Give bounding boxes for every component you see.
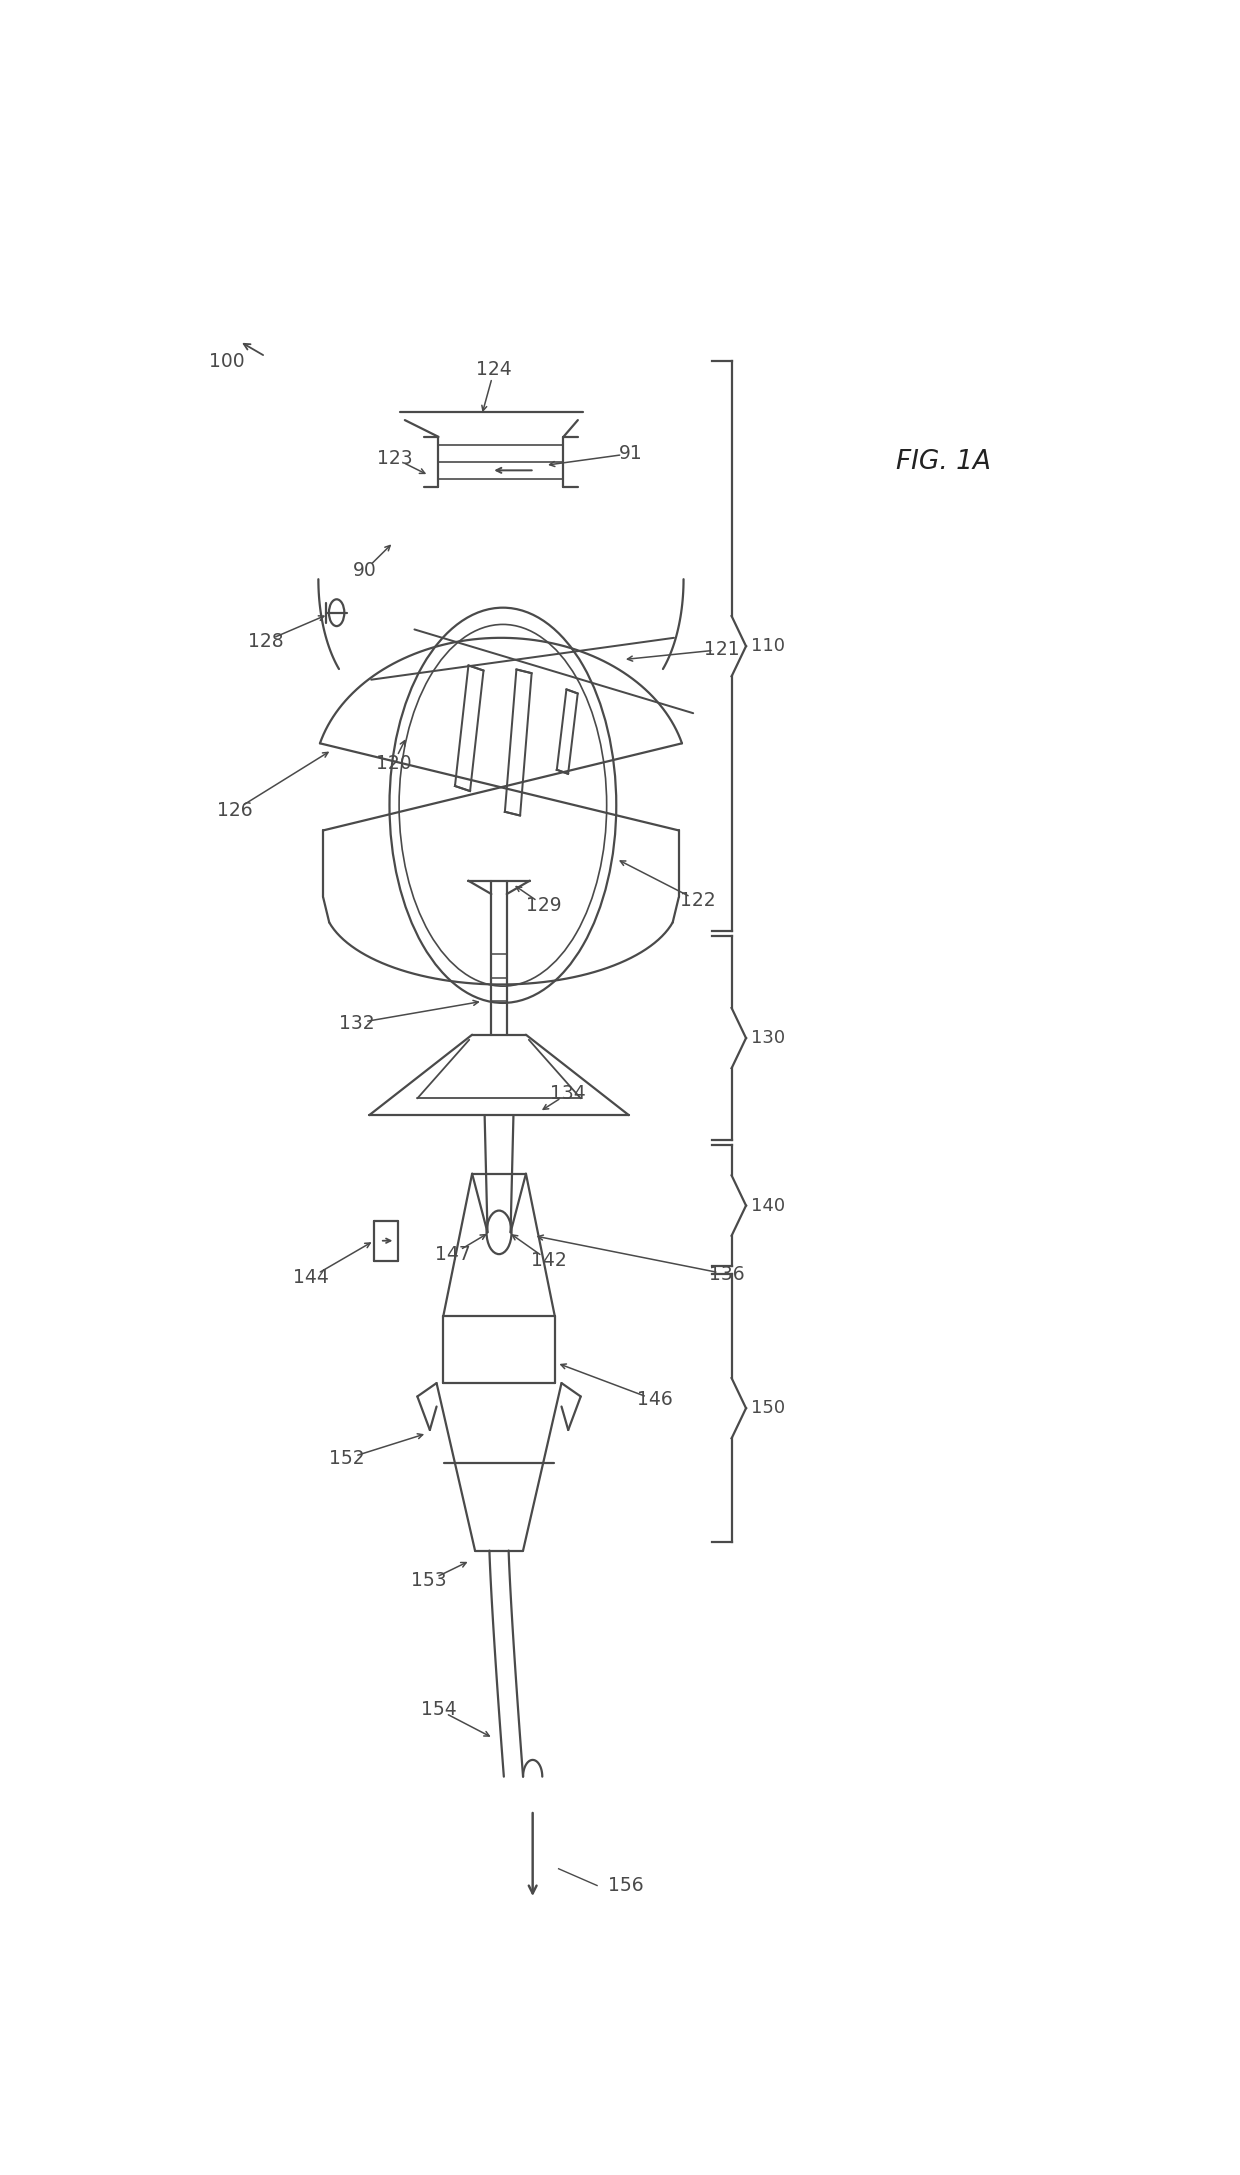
Text: 147: 147	[435, 1244, 471, 1264]
Text: 153: 153	[412, 1570, 446, 1590]
Text: 122: 122	[681, 892, 715, 911]
Text: 146: 146	[637, 1390, 672, 1409]
Text: 90: 90	[352, 561, 377, 581]
Text: 126: 126	[217, 800, 253, 820]
Text: 144: 144	[293, 1268, 329, 1288]
Text: 123: 123	[377, 448, 413, 468]
Text: 136: 136	[709, 1264, 744, 1283]
Text: 130: 130	[751, 1029, 785, 1046]
Text: 128: 128	[248, 631, 283, 650]
Text: 134: 134	[551, 1083, 587, 1103]
Text: 121: 121	[704, 639, 740, 659]
Text: 140: 140	[751, 1196, 785, 1214]
Text: 110: 110	[751, 637, 785, 655]
Text: 129: 129	[527, 896, 562, 916]
Text: 150: 150	[751, 1399, 785, 1418]
Text: FIG. 1A: FIG. 1A	[895, 448, 991, 474]
Text: 120: 120	[376, 755, 412, 772]
Text: 124: 124	[476, 361, 512, 378]
Text: 142: 142	[531, 1251, 567, 1270]
Text: 152: 152	[330, 1449, 365, 1468]
Text: 100: 100	[210, 352, 244, 372]
Text: 154: 154	[420, 1701, 456, 1718]
Text: 91: 91	[619, 444, 642, 463]
Text: 132: 132	[339, 1014, 374, 1033]
Text: 156: 156	[608, 1877, 644, 1894]
